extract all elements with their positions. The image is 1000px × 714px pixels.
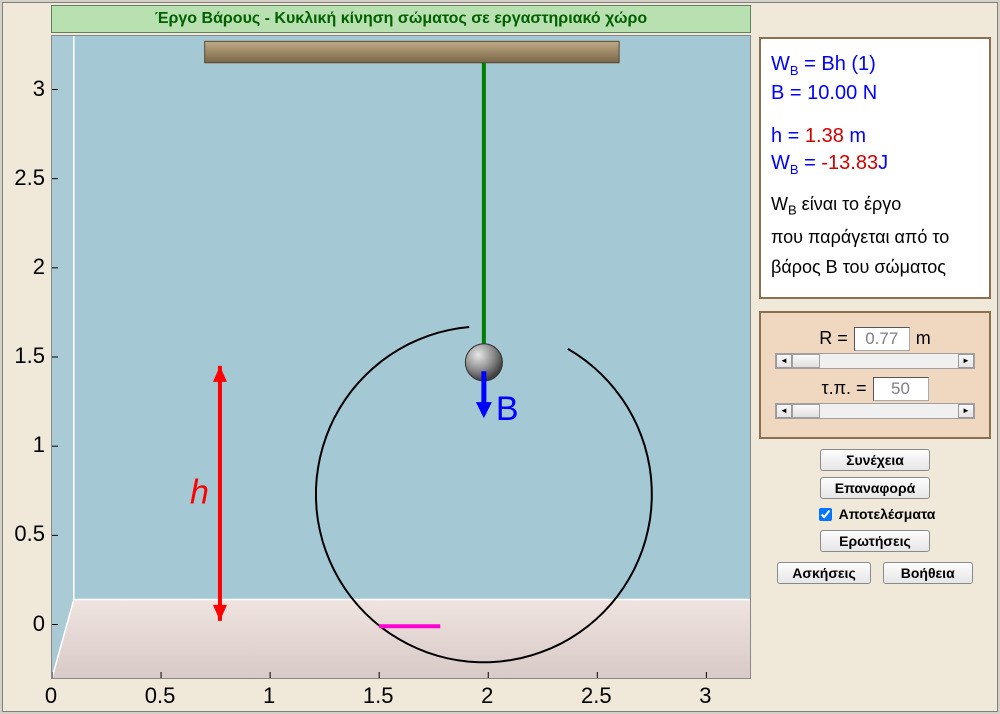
svg-text:h: h	[190, 473, 209, 511]
x-axis: 00.511.522.53	[51, 679, 751, 709]
TP-track[interactable]	[792, 404, 958, 418]
sim-svg: hB	[52, 36, 750, 678]
continue-button[interactable]: Συνέχεια	[820, 449, 930, 471]
scroll-left-icon[interactable]: ◄	[776, 354, 792, 368]
B-value-line: B = 10.00 N	[771, 82, 979, 105]
TP-scrollbar[interactable]: ◄ ►	[775, 403, 975, 419]
help-button[interactable]: Βοήθεια	[883, 562, 973, 584]
info-box: WB = Bh (1) B = 10.00 N h = 1.38 m WB = …	[759, 37, 991, 299]
left-panel: Έργο Βάρους - Κυκλική κίνηση σώματος σε …	[3, 3, 753, 711]
R-unit: m	[916, 328, 931, 349]
simulation-canvas[interactable]: hB	[51, 35, 751, 679]
right-panel: WB = Bh (1) B = 10.00 N h = 1.38 m WB = …	[753, 3, 997, 711]
results-checkbox-row[interactable]: Αποτελέσματα	[815, 505, 936, 524]
results-label: Αποτελέσματα	[839, 506, 936, 522]
bottom-buttons: Ασκήσεις Βοήθεια	[777, 562, 972, 584]
scroll-right-icon[interactable]: ►	[958, 354, 974, 368]
plot-area: 00.511.522.53 hB 00.511.522.53	[5, 35, 751, 709]
R-input[interactable]: 0.77	[854, 327, 910, 351]
R-track[interactable]	[792, 354, 958, 368]
questions-button[interactable]: Ερωτήσεις	[820, 530, 930, 552]
results-checkbox[interactable]	[819, 508, 832, 521]
R-control-row: R = 0.77 m	[769, 327, 981, 351]
TP-control-row: τ.π. = 50	[769, 377, 981, 401]
description: WB είναι το έργο που παράγεται από το βά…	[771, 189, 979, 283]
app-window: Έργο Βάρους - Κυκλική κίνηση σώματος σε …	[2, 2, 998, 712]
W-value-line: WB = -13.83J	[771, 152, 979, 177]
exercises-button[interactable]: Ασκήσεις	[777, 562, 870, 584]
TP-input[interactable]: 50	[873, 377, 929, 401]
controls-box: R = 0.77 m ◄ ► τ.π. = 50 ◄ ►	[759, 311, 991, 439]
R-scrollbar[interactable]: ◄ ►	[775, 353, 975, 369]
page-title: Έργο Βάρους - Κυκλική κίνηση σώματος σε …	[51, 5, 751, 33]
equation-1: WB = Bh (1)	[771, 53, 979, 78]
scroll-right-icon[interactable]: ►	[958, 404, 974, 418]
TP-thumb[interactable]	[792, 404, 820, 418]
y-axis: 00.511.522.53	[5, 35, 51, 679]
TP-label: τ.π. =	[821, 378, 866, 399]
R-thumb[interactable]	[792, 354, 820, 368]
button-column: Συνέχεια Επαναφορά Αποτελέσματα Ερωτήσει…	[759, 449, 991, 584]
svg-text:B: B	[496, 390, 519, 428]
reset-button[interactable]: Επαναφορά	[820, 477, 931, 499]
R-label: R =	[819, 328, 848, 349]
h-value-line: h = 1.38 m	[771, 125, 979, 148]
scroll-left-icon[interactable]: ◄	[776, 404, 792, 418]
